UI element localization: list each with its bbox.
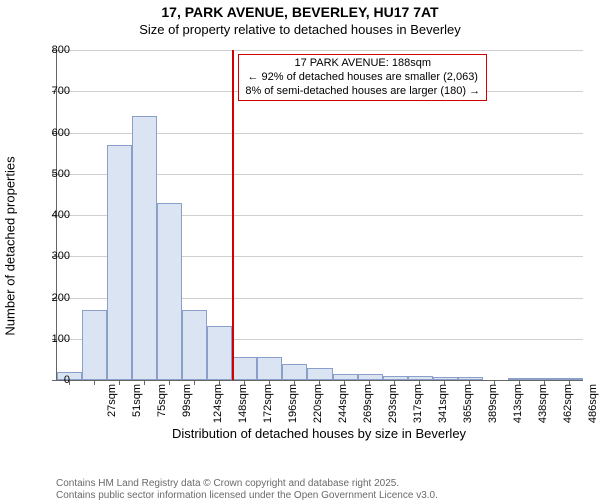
footer-line2: Contains public sector information licen… xyxy=(56,490,438,502)
ytick-label: 500 xyxy=(40,168,70,180)
xtick-mark xyxy=(419,380,420,385)
histogram-bar xyxy=(307,368,332,380)
ytick-label: 400 xyxy=(40,209,70,221)
ytick-label: 200 xyxy=(40,292,70,304)
histogram-bar xyxy=(207,326,232,380)
xtick-mark xyxy=(469,380,470,385)
x-axis-area: 27sqm 51sqm 75sqm 99sqm 124sqm 148sqm 172sqm 19… xyxy=(56,380,582,430)
xtick-label: 293sqm xyxy=(387,384,399,423)
xtick-label: 413sqm xyxy=(512,384,524,423)
histogram-bar xyxy=(132,116,157,380)
xtick-label: 244sqm xyxy=(337,384,349,423)
histogram-chart: Number of detached properties 17 PARK AV… xyxy=(0,46,600,446)
xtick-mark xyxy=(94,380,95,385)
xtick-label: 220sqm xyxy=(312,384,324,423)
xtick-mark xyxy=(294,380,295,385)
xtick-label: 341sqm xyxy=(437,384,449,423)
plot-area: 17 PARK AVENUE: 188sqm← 92% of detached … xyxy=(56,50,583,381)
ytick-label: 300 xyxy=(40,250,70,262)
xtick-label: 51sqm xyxy=(131,384,143,417)
xtick-mark xyxy=(569,380,570,385)
xtick-label: 172sqm xyxy=(262,384,274,423)
ytick-label: 700 xyxy=(40,85,70,97)
xtick-label: 486sqm xyxy=(588,384,600,423)
callout-line: 17 PARK AVENUE: 188sqm xyxy=(245,57,480,71)
gridline xyxy=(57,50,583,51)
ytick-label: 100 xyxy=(40,333,70,345)
xtick-mark xyxy=(444,380,445,385)
callout-line: 8% of semi-detached houses are larger (1… xyxy=(245,85,480,99)
histogram-bar xyxy=(282,364,307,381)
footer-attribution: Contains HM Land Registry data © Crown c… xyxy=(56,478,438,502)
histogram-bar xyxy=(82,310,107,380)
x-axis-label: Distribution of detached houses by size … xyxy=(56,426,582,441)
xtick-label: 75sqm xyxy=(156,384,168,417)
xtick-mark xyxy=(244,380,245,385)
page-title-address: 17, PARK AVENUE, BEVERLEY, HU17 7AT xyxy=(0,4,600,20)
xtick-mark xyxy=(344,380,345,385)
histogram-bar xyxy=(232,357,257,380)
xtick-label: 196sqm xyxy=(287,384,299,423)
xtick-mark xyxy=(369,380,370,385)
xtick-label: 438sqm xyxy=(537,384,549,423)
xtick-mark xyxy=(394,380,395,385)
reference-line xyxy=(232,50,234,380)
page-title-desc: Size of property relative to detached ho… xyxy=(0,22,600,37)
xtick-mark xyxy=(119,380,120,385)
histogram-bar xyxy=(157,203,182,380)
xtick-mark xyxy=(219,380,220,385)
xtick-label: 148sqm xyxy=(237,384,249,423)
xtick-mark xyxy=(269,380,270,385)
xtick-mark xyxy=(144,380,145,385)
histogram-bar xyxy=(182,310,207,380)
xtick-label: 99sqm xyxy=(181,384,193,417)
ytick-label: 600 xyxy=(40,127,70,139)
y-axis-label: Number of detached properties xyxy=(3,156,18,335)
callout-line: ← 92% of detached houses are smaller (2,… xyxy=(245,71,480,85)
xtick-label: 365sqm xyxy=(462,384,474,423)
ytick-label: 0 xyxy=(40,374,70,386)
histogram-bar xyxy=(107,145,132,380)
footer-line1: Contains HM Land Registry data © Crown c… xyxy=(56,478,438,490)
xtick-label: 389sqm xyxy=(487,384,499,423)
xtick-mark xyxy=(544,380,545,385)
xtick-label: 27sqm xyxy=(106,384,118,417)
xtick-mark xyxy=(194,380,195,385)
histogram-bar xyxy=(257,357,282,380)
xtick-mark xyxy=(169,380,170,385)
xtick-label: 269sqm xyxy=(362,384,374,423)
reference-callout: 17 PARK AVENUE: 188sqm← 92% of detached … xyxy=(238,54,487,101)
xtick-label: 317sqm xyxy=(412,384,424,423)
xtick-mark xyxy=(519,380,520,385)
xtick-mark xyxy=(319,380,320,385)
xtick-label: 124sqm xyxy=(212,384,224,423)
xtick-label: 462sqm xyxy=(563,384,575,423)
ytick-label: 800 xyxy=(40,44,70,56)
xtick-mark xyxy=(494,380,495,385)
